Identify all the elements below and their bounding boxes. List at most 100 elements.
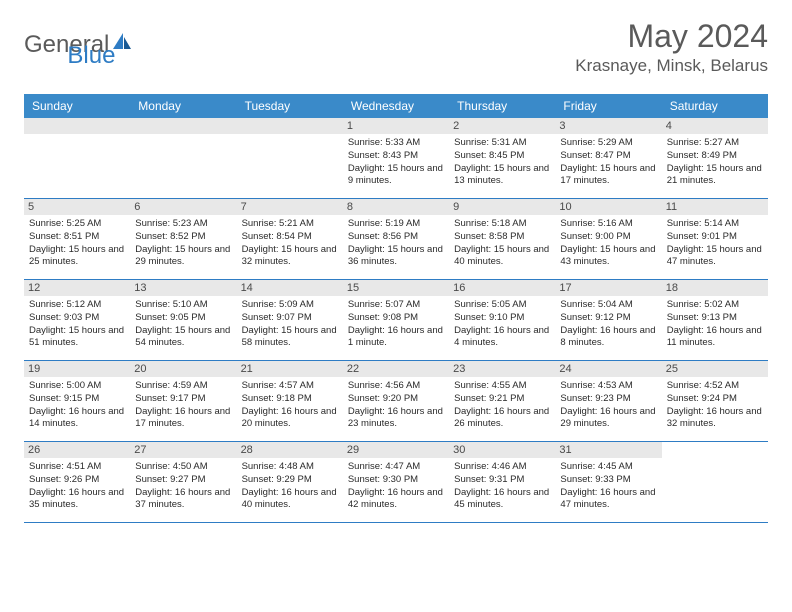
day-cell: 27 Sunrise: 4:50 AMSunset: 9:27 PMDayligh… xyxy=(130,442,236,522)
day-content: Sunrise: 5:21 AMSunset: 8:54 PMDaylight:… xyxy=(242,218,338,269)
day-number: 15 xyxy=(343,280,449,296)
day-number: 27 xyxy=(130,442,236,458)
day-cell: 5Sunrise: 5:25 AMSunset: 8:51 PMDaylight… xyxy=(24,199,130,279)
day-number: 19 xyxy=(24,361,130,377)
day-cell: 18 Sunrise: 5:02 AMSunset: 9:13 PMDayligh… xyxy=(662,280,768,360)
day-number: 17 xyxy=(555,280,661,296)
day-cell: 23Sunrise: 4:55 AMSunset: 9:21 PMDayligh… xyxy=(449,361,555,441)
day-content: Sunrise: 4:50 AMSunset: 9:27 PMDaylight:… xyxy=(135,461,231,512)
empty-day-cell xyxy=(662,442,768,522)
day-number: 8 xyxy=(343,199,449,215)
day-number: 9 xyxy=(449,199,555,215)
day-content: Sunrise: 5:23 AMSunset: 8:52 PMDaylight:… xyxy=(135,218,231,269)
day-content: Sunrise: 5:14 AMSunset: 9:01 PMDaylight:… xyxy=(667,218,763,269)
day-cell: 7 Sunrise: 5:21 AMSunset: 8:54 PMDaylight… xyxy=(237,199,343,279)
day-content: Sunrise: 4:45 AMSunset: 9:33 PMDaylight:… xyxy=(560,461,656,512)
day-content: Sunrise: 4:55 AMSunset: 9:21 PMDaylight:… xyxy=(454,380,550,431)
day-number: 2 xyxy=(449,118,555,134)
day-cell: 25 Sunrise: 4:52 AMSunset: 9:24 PMDayligh… xyxy=(662,361,768,441)
day-content: Sunrise: 4:52 AMSunset: 9:24 PMDaylight:… xyxy=(667,380,763,431)
day-cell: 1 Sunrise: 5:33 AMSunset: 8:43 PMDaylight… xyxy=(343,118,449,198)
day-cell: 16 Sunrise: 5:05 AMSunset: 9:10 PMDayligh… xyxy=(449,280,555,360)
day-content: Sunrise: 5:31 AMSunset: 8:45 PMDaylight:… xyxy=(454,137,550,188)
weekday-header-row: SundayMondayTuesdayWednesdayThursdayFrid… xyxy=(24,94,768,118)
day-number: 14 xyxy=(237,280,343,296)
week-row: 5Sunrise: 5:25 AMSunset: 8:51 PMDaylight… xyxy=(24,199,768,280)
day-number: 28 xyxy=(237,442,343,458)
day-number: 10 xyxy=(555,199,661,215)
day-content: Sunrise: 5:07 AMSunset: 9:08 PMDaylight:… xyxy=(348,299,444,350)
weekday-header: Friday xyxy=(555,94,661,118)
week-row: 12 Sunrise: 5:12 AMSunset: 9:03 PMDayligh… xyxy=(24,280,768,361)
logo-text-2: Blue xyxy=(67,42,115,70)
day-cell: 19 Sunrise: 5:00 AMSunset: 9:15 PMDayligh… xyxy=(24,361,130,441)
day-content: Sunrise: 5:12 AMSunset: 9:03 PMDaylight:… xyxy=(29,299,125,350)
day-content: Sunrise: 5:33 AMSunset: 8:43 PMDaylight:… xyxy=(348,137,444,188)
day-number: 3 xyxy=(555,118,661,134)
day-cell: 29 Sunrise: 4:47 AMSunset: 9:30 PMDayligh… xyxy=(343,442,449,522)
day-number: 12 xyxy=(24,280,130,296)
day-number: 30 xyxy=(449,442,555,458)
day-content: Sunrise: 5:09 AMSunset: 9:07 PMDaylight:… xyxy=(242,299,338,350)
day-cell: 30 Sunrise: 4:46 AMSunset: 9:31 PMDayligh… xyxy=(449,442,555,522)
month-title: May 2024 xyxy=(575,20,768,52)
day-cell: 13 Sunrise: 5:10 AMSunset: 9:05 PMDayligh… xyxy=(130,280,236,360)
day-number: 29 xyxy=(343,442,449,458)
day-cell: 3Sunrise: 5:29 AMSunset: 8:47 PMDaylight… xyxy=(555,118,661,198)
day-content: Sunrise: 4:56 AMSunset: 9:20 PMDaylight:… xyxy=(348,380,444,431)
day-cell: 12 Sunrise: 5:12 AMSunset: 9:03 PMDayligh… xyxy=(24,280,130,360)
day-cell: 22 Sunrise: 4:56 AMSunset: 9:20 PMDayligh… xyxy=(343,361,449,441)
location-text: Krasnaye, Minsk, Belarus xyxy=(575,56,768,76)
weekday-header: Sunday xyxy=(24,94,130,118)
day-content: Sunrise: 5:27 AMSunset: 8:49 PMDaylight:… xyxy=(667,137,763,188)
week-row: 1 Sunrise: 5:33 AMSunset: 8:43 PMDaylight… xyxy=(24,118,768,199)
day-cell: 15 Sunrise: 5:07 AMSunset: 9:08 PMDayligh… xyxy=(343,280,449,360)
week-row: 19 Sunrise: 5:00 AMSunset: 9:15 PMDayligh… xyxy=(24,361,768,442)
day-number: 26 xyxy=(24,442,130,458)
calendar-grid: SundayMondayTuesdayWednesdayThursdayFrid… xyxy=(24,94,768,523)
day-number: 4 xyxy=(662,118,768,134)
day-cell: 6Sunrise: 5:23 AMSunset: 8:52 PMDaylight… xyxy=(130,199,236,279)
logo-sail-icon xyxy=(113,31,135,56)
empty-day-cell xyxy=(24,118,130,198)
page-header: General Blue May 2024 Krasnaye, Minsk, B… xyxy=(24,20,768,76)
day-number: 31 xyxy=(555,442,661,458)
day-number: 24 xyxy=(555,361,661,377)
day-cell: 10 Sunrise: 5:16 AMSunset: 9:00 PMDayligh… xyxy=(555,199,661,279)
day-cell: 20Sunrise: 4:59 AMSunset: 9:17 PMDayligh… xyxy=(130,361,236,441)
day-content: Sunrise: 4:46 AMSunset: 9:31 PMDaylight:… xyxy=(454,461,550,512)
day-content: Sunrise: 4:59 AMSunset: 9:17 PMDaylight:… xyxy=(135,380,231,431)
day-content: Sunrise: 5:10 AMSunset: 9:05 PMDaylight:… xyxy=(135,299,231,350)
day-number: 7 xyxy=(237,199,343,215)
day-number: 18 xyxy=(662,280,768,296)
day-cell: 9 Sunrise: 5:18 AMSunset: 8:58 PMDaylight… xyxy=(449,199,555,279)
day-number: 1 xyxy=(343,118,449,134)
week-row: 26Sunrise: 4:51 AMSunset: 9:26 PMDayligh… xyxy=(24,442,768,523)
day-content: Sunrise: 5:16 AMSunset: 9:00 PMDaylight:… xyxy=(560,218,656,269)
day-content: Sunrise: 5:05 AMSunset: 9:10 PMDaylight:… xyxy=(454,299,550,350)
day-cell: 14 Sunrise: 5:09 AMSunset: 9:07 PMDayligh… xyxy=(237,280,343,360)
day-number: 13 xyxy=(130,280,236,296)
day-content: Sunrise: 5:04 AMSunset: 9:12 PMDaylight:… xyxy=(560,299,656,350)
day-content: Sunrise: 4:48 AMSunset: 9:29 PMDaylight:… xyxy=(242,461,338,512)
day-number: 16 xyxy=(449,280,555,296)
weekday-header: Tuesday xyxy=(237,94,343,118)
day-number: 25 xyxy=(662,361,768,377)
day-content: Sunrise: 5:02 AMSunset: 9:13 PMDaylight:… xyxy=(667,299,763,350)
day-content: Sunrise: 5:18 AMSunset: 8:58 PMDaylight:… xyxy=(454,218,550,269)
day-content: Sunrise: 4:57 AMSunset: 9:18 PMDaylight:… xyxy=(242,380,338,431)
day-cell: 21Sunrise: 4:57 AMSunset: 9:18 PMDayligh… xyxy=(237,361,343,441)
day-content: Sunrise: 5:25 AMSunset: 8:51 PMDaylight:… xyxy=(29,218,125,269)
day-cell: 8Sunrise: 5:19 AMSunset: 8:56 PMDaylight… xyxy=(343,199,449,279)
day-cell: 4 Sunrise: 5:27 AMSunset: 8:49 PMDaylight… xyxy=(662,118,768,198)
day-cell: 26Sunrise: 4:51 AMSunset: 9:26 PMDayligh… xyxy=(24,442,130,522)
day-content: Sunrise: 4:53 AMSunset: 9:23 PMDaylight:… xyxy=(560,380,656,431)
day-number: 22 xyxy=(343,361,449,377)
day-cell: 24 Sunrise: 4:53 AMSunset: 9:23 PMDayligh… xyxy=(555,361,661,441)
day-content: Sunrise: 4:47 AMSunset: 9:30 PMDaylight:… xyxy=(348,461,444,512)
day-content: Sunrise: 5:00 AMSunset: 9:15 PMDaylight:… xyxy=(29,380,125,431)
title-block: May 2024 Krasnaye, Minsk, Belarus xyxy=(575,20,768,76)
empty-day-cell xyxy=(130,118,236,198)
weekday-header: Thursday xyxy=(449,94,555,118)
day-cell: 17 Sunrise: 5:04 AMSunset: 9:12 PMDayligh… xyxy=(555,280,661,360)
